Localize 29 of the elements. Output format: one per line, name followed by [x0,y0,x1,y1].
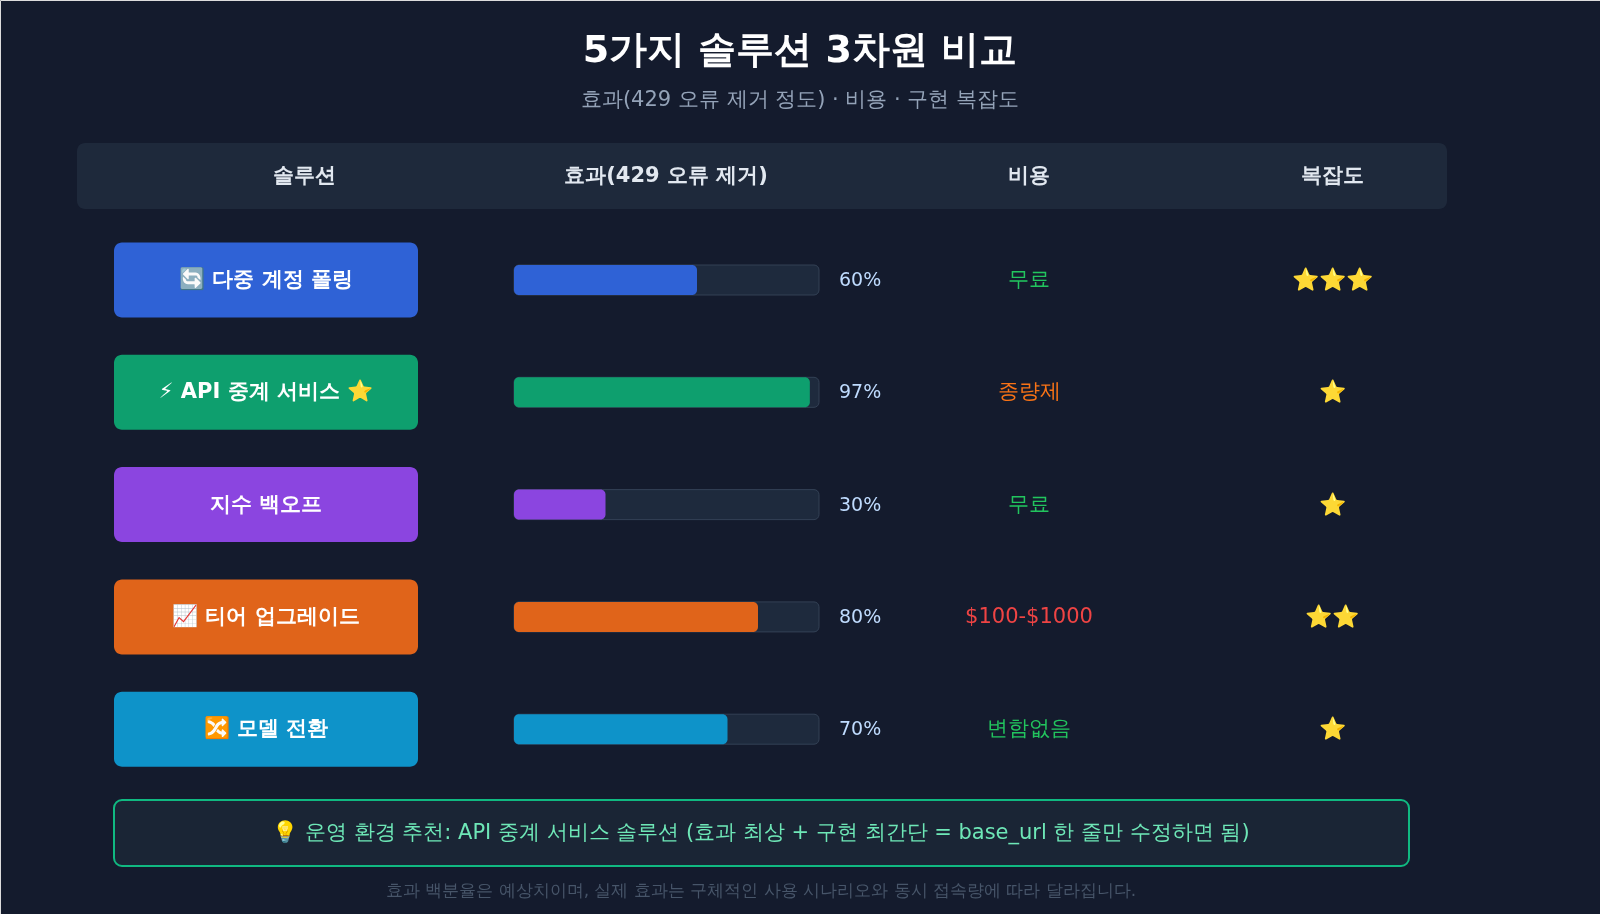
y-tick-label: 지수 백오프 [209,491,323,516]
text: 복잡도 [1300,163,1364,187]
text: 💡 운영 환경 추천: API 중계 서비스 솔루션 (효과 최상 + 구현 최간단 = base_url 한 줄만 수정하면 됨) [272,819,1250,845]
data-label: 30% [839,492,882,515]
text: ⭐ [1318,491,1346,517]
y-tick-label: ⚡ API 중계 서비스 ⭐ [158,378,374,404]
text: 효과(429 오류 제거) [564,163,768,187]
data-label: 80% [839,604,882,627]
text: 종량제 [997,379,1061,404]
text: 변함없음 [987,716,1071,741]
data-label: 70% [839,717,882,740]
text: 무료 [1008,267,1050,291]
chart-title: 5가지 솔루션 3차원 비교 [582,27,1018,71]
text: ⭐⭐ [1305,603,1359,629]
data-label: 60% [839,268,882,290]
text: $100-$1000 [965,603,1093,628]
text: ⭐⭐⭐ [1291,267,1373,292]
text: 무료 [1008,491,1050,516]
y-tick-label: 🔄 다중 계정 폴링 [179,266,353,291]
text: 효과 백분율은 예상치이며, 실제 효과는 구체적인 사용 시나리오와 동시 접속량에 따라 달라집니다. [385,880,1137,900]
text: 비용 [1008,163,1050,187]
y-tick-label: 🔀 모델 전환 [203,715,329,741]
data-label: 97% [839,380,882,403]
bar [514,489,606,520]
text: ⭐ [1318,379,1346,405]
text: 솔루션 [272,163,336,187]
y-tick-label: 📈 티어 업그레이드 [172,602,360,628]
text: ⭐ [1318,716,1346,742]
chart-subtitle: 효과(429 오류 제거 정도) · 비용 · 구현 복잡도 [580,87,1020,111]
